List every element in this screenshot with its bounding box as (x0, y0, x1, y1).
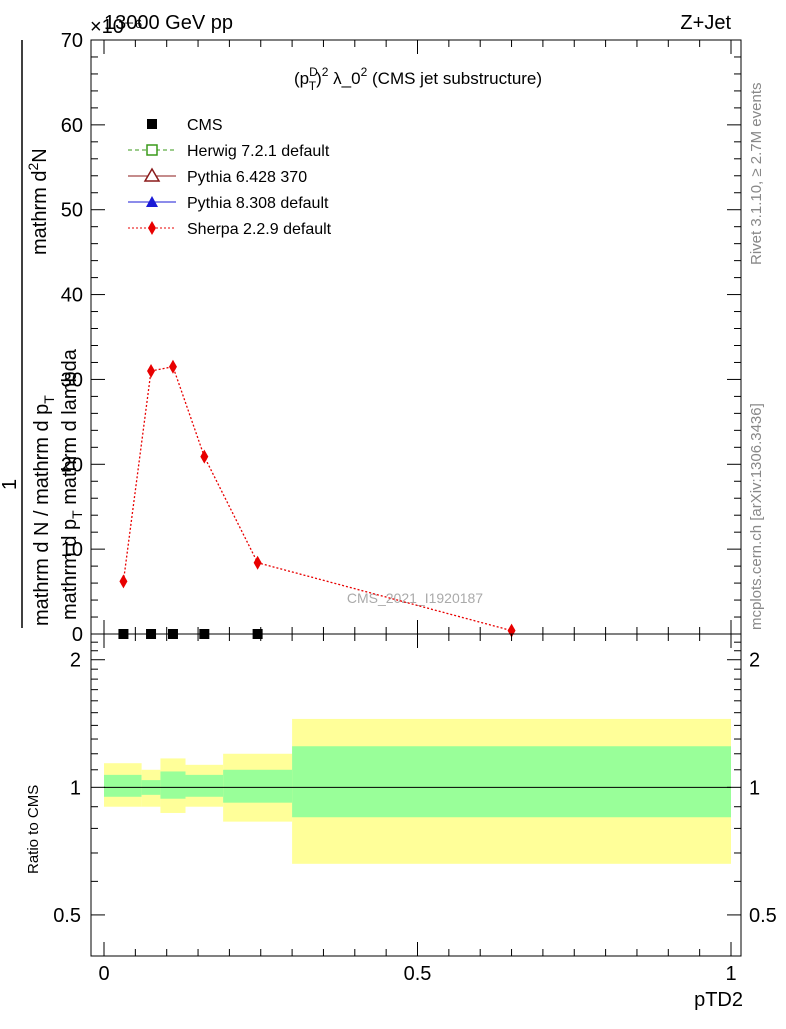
rivet-label: Rivet 3.1.10, ≥ 2.7M events (748, 83, 765, 266)
main-y-ticks: 0 10 20 30 40 50 60 70 (61, 30, 741, 646)
data-point-sherpa (200, 449, 209, 464)
ratio-y-tick-label-right: 0.5 (749, 905, 777, 927)
legend-label-herwig: Herwig 7.2.1 default (187, 143, 330, 160)
ratio-y-tick-label: 0.5 (53, 905, 81, 927)
main-y-tick-label: 10 (61, 539, 83, 561)
watermark: CMS_2021_I1920187 (347, 590, 483, 606)
ylabel-sup: 2 (25, 163, 41, 171)
x-tick-label: 1 (725, 963, 736, 985)
main-y-tick-label: 0 (72, 624, 83, 646)
ratio-y-tick-label-right: 1 (749, 777, 760, 799)
legend-entry-herwig: Herwig 7.2.1 default (128, 143, 330, 160)
title-sup-2b: 2 (361, 65, 368, 79)
legend-marker-herwig (146, 144, 158, 156)
title-sup-2a: 2 (322, 65, 329, 79)
main-y-tick-label: 40 (61, 285, 83, 307)
series-line-sherpa (122, 365, 512, 632)
data-point-sherpa (168, 359, 177, 374)
ylabel-numerator-denom: mathrm d pT mathrm d lambda (59, 348, 85, 620)
main-x-ticks (103, 40, 732, 634)
legend-marker-pythia8 (146, 196, 158, 207)
ratio-y-tick-label: 1 (70, 777, 81, 799)
main-panel: 0 10 20 30 40 50 60 70 (pD T)2 λ_02 (CMS jet sub… (61, 30, 742, 646)
legend-label-pythia6: Pythia 6.428 370 (187, 169, 307, 186)
data-point-sherpa (253, 555, 262, 570)
legend-marker-sherpa (148, 221, 156, 235)
x-tick-label: 0 (98, 963, 109, 985)
main-y-tick-label: 50 (61, 200, 83, 222)
title-sup-d: D (309, 65, 318, 79)
ratio-plot-frame (90, 633, 742, 957)
title-sub-t: T (309, 79, 317, 93)
legend-entry-pythia8: Pythia 8.308 default (128, 195, 329, 212)
ratio-band-inner (223, 769, 293, 803)
ylabel-denominator-sub: T (41, 395, 57, 404)
legend-entry-pythia6: Pythia 6.428 370 (128, 167, 307, 186)
ylabel-main-sub: T (69, 510, 85, 519)
main-y-tick-label: 20 (61, 454, 83, 476)
ratio-y-axis-label: Ratio to CMS (25, 785, 42, 874)
main-y-tick-label: 70 (61, 30, 83, 52)
data-point-sherpa (119, 574, 128, 589)
process-label: Z+Jet (680, 12, 731, 34)
legend-label-pythia8: Pythia 8.308 default (187, 195, 329, 212)
main-y-tick-label: 30 (61, 369, 83, 391)
legend-label-cms: CMS (187, 117, 223, 134)
ratio-band-inner (185, 774, 224, 797)
main-y-tick-label: 60 (61, 115, 83, 137)
legend-marker-pythia6 (143, 167, 161, 182)
mcplots-label: mcplots.cern.ch [arXiv:1306.3436] (748, 403, 765, 630)
ratio-band-inner (292, 746, 731, 818)
legend-label-sherpa: Sherpa 2.2.9 default (187, 221, 332, 238)
ratio-x-ticks: 0 0.5 1 (98, 634, 737, 985)
legend: CMS Herwig 7.2.1 default Pythia 6.428 370 P… (128, 117, 332, 238)
legend-entry-sherpa: Sherpa 2.2.9 default (128, 221, 332, 238)
energy-label: 13000 GeV pp (104, 12, 233, 34)
exponent-label: ×10⁻⁶ (90, 16, 143, 38)
ratio-band-inner (160, 771, 186, 799)
ratio-band-inner (104, 774, 142, 797)
x-axis-label: pTD2 (694, 989, 743, 1011)
plot-title: (pD T)2 λ_02 (CMS jet substructure) (294, 65, 542, 93)
data-point-sherpa (147, 363, 156, 378)
legend-entry-cms: CMS (147, 117, 223, 134)
legend-marker-cms (147, 119, 157, 129)
ylabel-numerator: 1 (0, 479, 21, 490)
ratio-y-ticks: 0.5 0.5 1 1 2 2 (53, 641, 777, 957)
ratio-bands (104, 718, 731, 864)
ratio-panel: 0.5 0.51 12 2 0 0.5 1 Ratio to CMS pTD2 (25, 633, 777, 1011)
ylabel-numerator-top: mathrm d2N (25, 148, 51, 255)
ylabel-denominator: mathrm d N / mathrm d pT (31, 395, 57, 626)
ratio-y-tick-label: 2 (70, 650, 81, 672)
main-y-axis-label: 1 mathrm d N / mathrm d pT mathrm d2N ma… (0, 40, 85, 628)
ratio-y-tick-label-right: 2 (749, 650, 760, 672)
x-tick-label: 0.5 (404, 963, 432, 985)
